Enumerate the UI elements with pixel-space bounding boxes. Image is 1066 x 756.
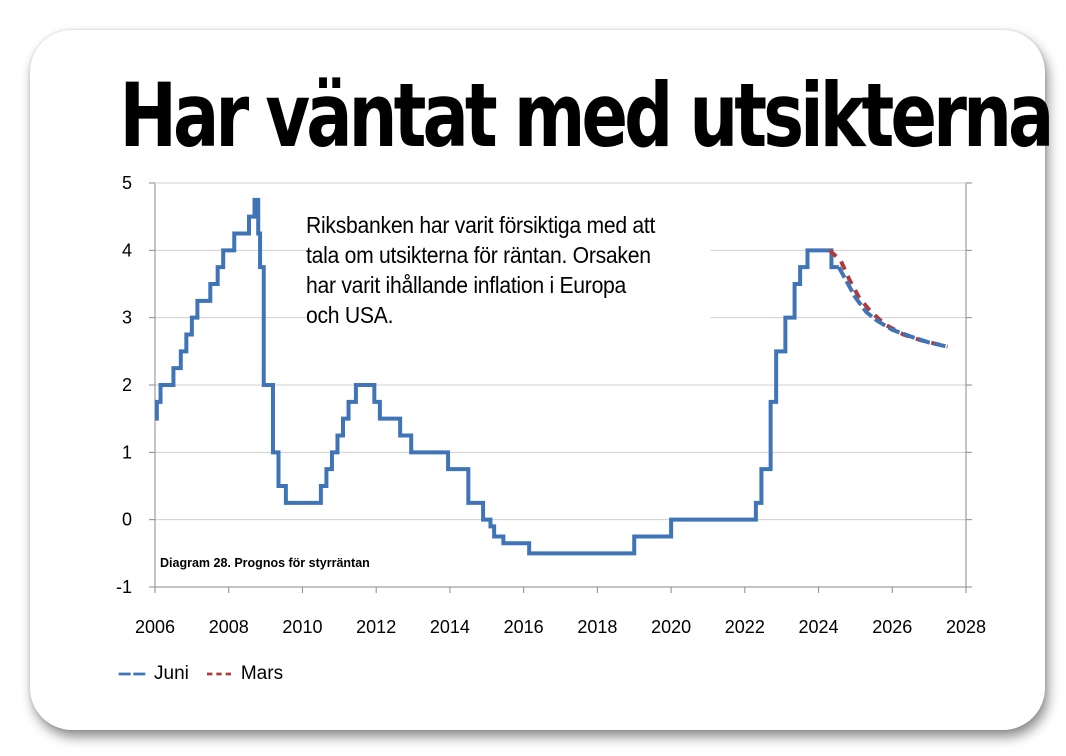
y-tick-label: 1 (122, 442, 132, 462)
legend: Juni Mars (112, 662, 293, 686)
x-tick-label: 2006 (135, 617, 175, 637)
legend-swatch-mars (206, 672, 233, 676)
x-tick-label: 2024 (799, 617, 839, 637)
annotation-line: och USA. (306, 302, 394, 328)
tick-labels: -1 0 1 2 3 4 5 2006 2008 2010 2012 2014 2016 2018 2020… (116, 173, 986, 637)
axes (149, 182, 972, 593)
annotation-line: tala om utsikterna för räntan. Orsaken (306, 242, 651, 268)
series-lines (154, 197, 949, 556)
x-tick-label: 2014 (430, 617, 470, 637)
x-tick-label: 2028 (946, 617, 986, 637)
x-tick-label: 2026 (872, 617, 912, 637)
series-line-mars-forecast (828, 248, 949, 349)
series-line-juni-history (154, 197, 839, 556)
y-tick-label: 4 (122, 240, 132, 260)
series-line-juni-forecast (837, 266, 948, 349)
y-tick-label: 3 (122, 308, 132, 328)
y-tick-label: 5 (122, 173, 132, 193)
x-tick-label: 2008 (209, 617, 249, 637)
y-tick-label: 0 (122, 510, 132, 530)
y-tick-label: 2 (122, 375, 132, 395)
legend-label-juni: Juni (154, 663, 189, 684)
annotation-line: har varit ihållande inflation i Europa (306, 272, 627, 298)
annotation-box: Riksbanken har varit försiktiga med att … (306, 210, 711, 330)
x-tick-label: 2022 (725, 617, 765, 637)
legend-label-mars: Mars (240, 663, 284, 684)
legend-item-mars: Mars (199, 663, 283, 685)
card-background (30, 30, 1045, 730)
x-tick-label: 2010 (282, 617, 322, 637)
x-tick-label: 2020 (651, 617, 691, 637)
x-tick-label: 2016 (504, 617, 544, 637)
page-title: Har väntat med utsikterna (119, 64, 1054, 167)
legend-swatch-juni (118, 672, 146, 676)
annotation-line: Riksbanken har varit försiktiga med att (306, 212, 656, 238)
legend-item-juni: Juni (112, 663, 189, 685)
x-tick-label: 2012 (356, 617, 396, 637)
x-tick-label: 2018 (577, 617, 617, 637)
y-tick-label: -1 (116, 577, 132, 597)
diagram-caption: Diagram 28. Prognos för styrräntan (160, 556, 370, 570)
